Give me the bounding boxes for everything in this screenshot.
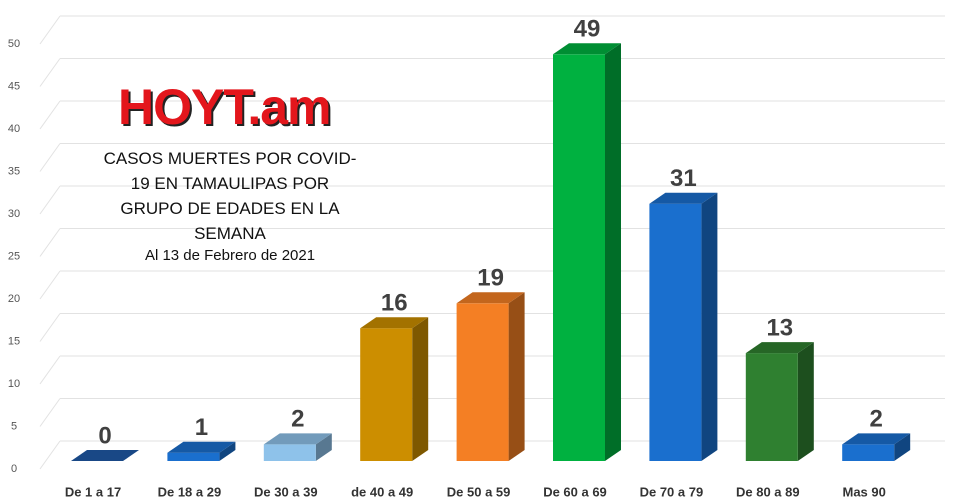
grid-line [39, 143, 61, 172]
grid-line [39, 270, 61, 300]
y-tick-label: 50 [8, 38, 20, 50]
y-tick-label: 10 [8, 378, 20, 390]
bar-side [219, 441, 236, 461]
grid-line [39, 355, 61, 385]
grid-line [39, 228, 61, 257]
bar [167, 452, 220, 461]
bar [456, 303, 509, 461]
value-label: 49 [574, 16, 601, 43]
grid-line [39, 15, 61, 45]
bar-top [71, 450, 139, 461]
grid-line [39, 313, 61, 342]
value-label: 1 [195, 414, 208, 441]
bar-side [894, 433, 911, 461]
y-tick-label: 35 [8, 165, 20, 177]
value-label: 2 [870, 406, 883, 433]
x-tick-label: De 1 a 17 [65, 484, 121, 499]
y-tick-label: 0 [11, 463, 17, 475]
bar [842, 444, 895, 461]
value-label: 16 [381, 290, 408, 317]
bar [263, 444, 316, 461]
x-tick-label: De 18 a 29 [158, 484, 222, 499]
bar-top [263, 433, 332, 445]
grid-line [39, 58, 61, 87]
x-tick-label: De 30 a 39 [254, 484, 318, 499]
chart-title: CASOS MUERTES POR COVID-19 EN TAMAULIPAS… [103, 149, 357, 243]
bar [745, 353, 798, 461]
bar-side [605, 43, 621, 462]
bar [360, 328, 413, 461]
value-label: 31 [670, 165, 697, 192]
bar-top [745, 342, 814, 354]
grid-line [39, 100, 61, 130]
bar-top [842, 433, 911, 445]
bar [553, 54, 605, 462]
x-tick-label: De 60 a 69 [543, 484, 607, 499]
y-tick-label: 20 [8, 293, 20, 305]
x-tick-label: De 80 a 89 [736, 484, 800, 499]
x-tick-label: Mas 90 [843, 484, 886, 499]
y-tick-label: 45 [8, 80, 20, 92]
y-tick-label: 5 [11, 420, 17, 432]
value-label: 0 [98, 422, 111, 449]
y-tick-label: 25 [8, 250, 20, 262]
y-tick-label: 30 [8, 208, 20, 220]
bar-top [360, 317, 429, 329]
y-tick-label: 15 [8, 335, 20, 347]
logo: HOYT.am [118, 79, 332, 135]
bar-top [167, 441, 236, 453]
bar-top [456, 292, 525, 304]
x-tick-label: De 50 a 59 [447, 484, 511, 499]
bar-top [553, 43, 621, 55]
bar-side [412, 317, 429, 461]
bar [649, 203, 702, 461]
bar-side [701, 192, 718, 461]
bar-side [315, 433, 332, 461]
value-label: 19 [477, 265, 504, 292]
bar-side [797, 342, 814, 461]
bar-side [508, 292, 525, 461]
x-tick-label: De 70 a 79 [640, 484, 704, 499]
value-label: 13 [766, 314, 793, 341]
grid-line [39, 185, 61, 215]
grid-line [39, 440, 61, 470]
bar-top [649, 192, 718, 204]
grid-line [39, 398, 61, 427]
value-label: 2 [291, 406, 304, 433]
x-tick-label: de 40 a 49 [351, 484, 413, 499]
y-tick-label: 40 [8, 123, 20, 135]
chart-subtitle: Al 13 de Febrero de 2021 [144, 247, 316, 264]
